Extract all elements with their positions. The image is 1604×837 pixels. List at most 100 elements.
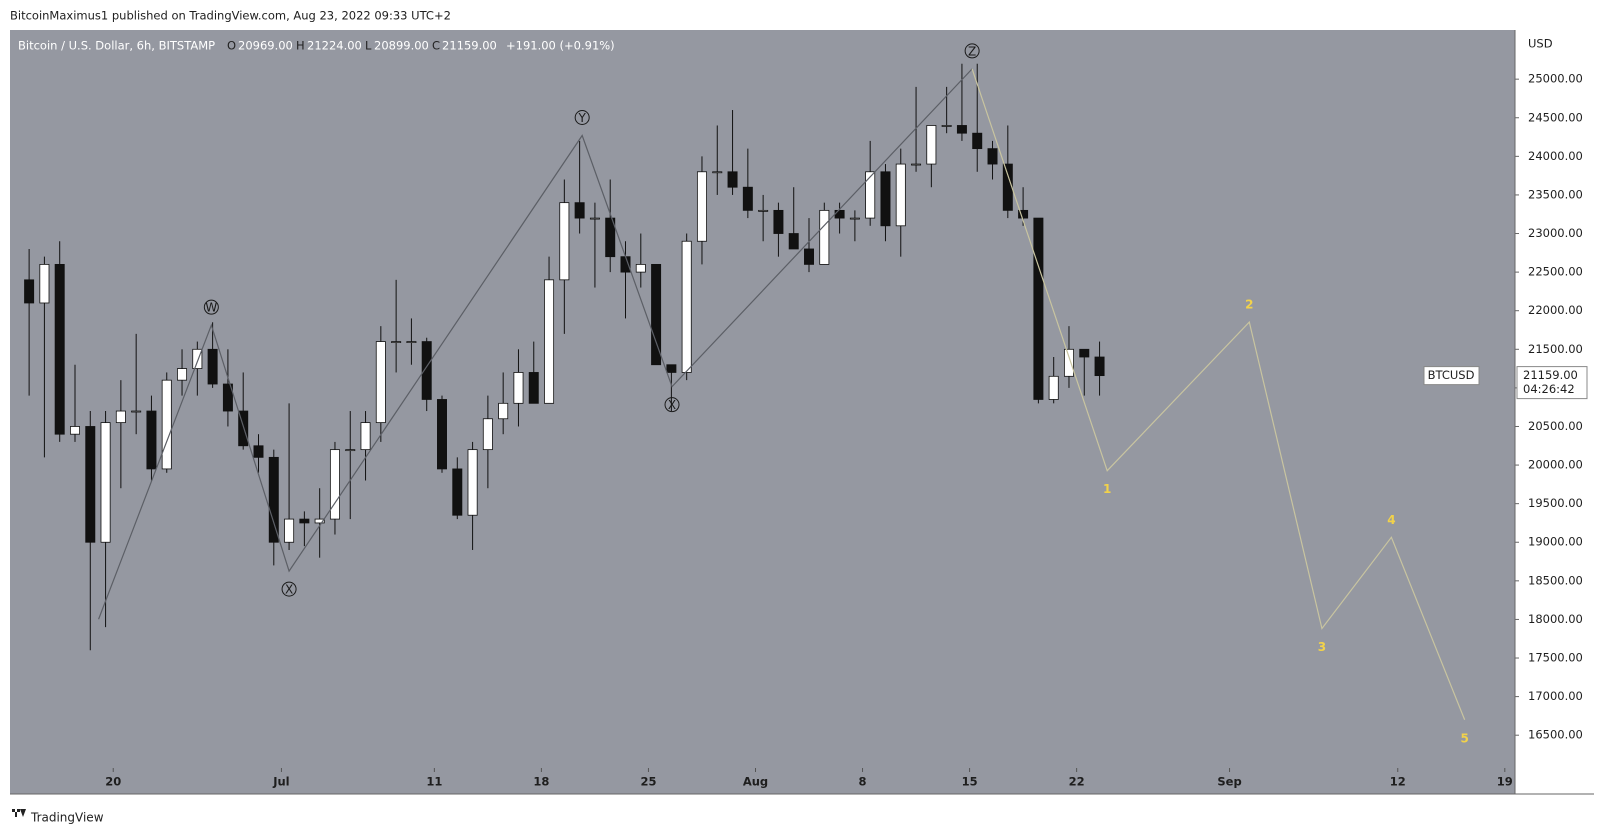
y-tick-label: 17500.00 [1528,651,1583,665]
candle-body [605,217,616,258]
candle-body [788,233,799,250]
legend-symbol: Bitcoin / U.S. Dollar, 6h, BITSTAMP [18,39,215,53]
candle-body [742,186,753,211]
x-axis-strip [10,768,1515,794]
wave-label: 3 [1318,640,1326,654]
wave-label: X [285,583,293,597]
candle-body [329,449,340,520]
candle-body [314,518,325,524]
candle-body [712,171,723,174]
candle-body [559,202,570,281]
candle-body [589,217,600,220]
candle-body [987,148,998,165]
candle-body [222,383,233,412]
candle-body [192,348,203,369]
x-tick-label: Sep [1217,775,1241,789]
candle-body [85,426,96,543]
x-tick-label: 8 [859,775,867,789]
candle-body [865,171,876,219]
x-tick-label: 12 [1390,775,1406,789]
wave-label: X [668,398,676,412]
candle-body [238,410,249,447]
candle-body [482,418,493,451]
symbol-tag-text: BTCUSD [1428,368,1475,382]
candle-body [177,368,188,381]
currency: USD [1528,37,1553,51]
candle-body [819,209,830,265]
x-tick-label: Jul [272,775,289,789]
wave-label: W [205,301,217,315]
o-value: 20969.00 [238,39,293,53]
candle-body [115,410,126,424]
candle-body [1048,375,1059,400]
candle-body [131,410,142,413]
y-tick-label: 20500.00 [1528,419,1583,433]
candle-body [253,445,264,458]
l-value: 20899.00 [374,39,429,53]
y-tick-label: 19500.00 [1528,496,1583,510]
candle-body [528,372,539,404]
c-value: 21159.00 [442,39,497,53]
y-tick-label: 18500.00 [1528,573,1583,587]
y-tick-label: 23000.00 [1528,226,1583,240]
candle-body [345,449,356,452]
symbol-tag [1423,366,1480,386]
y-tick-label: 20000.00 [1528,458,1583,472]
candle-body [161,379,172,470]
c-label: C [432,39,440,53]
candle-body [635,263,646,273]
wave-label: 2 [1245,298,1253,312]
x-tick-label: 25 [640,775,656,789]
y-tick-label: 24000.00 [1528,149,1583,163]
candle-body [773,209,784,234]
y-tick-label: 25000.00 [1528,72,1583,86]
y-tick-label: 23500.00 [1528,187,1583,201]
last-price: 21159.00 [1523,368,1578,382]
published-line: BitcoinMaximus1 published on TradingView… [10,9,451,23]
y-tick-label: 18000.00 [1528,612,1583,626]
candle-body [972,132,983,150]
y-tick-label: 16500.00 [1528,728,1583,742]
x-tick-label: 15 [962,775,978,789]
candle-body [498,402,509,420]
countdown: 04:26:42 [1523,382,1575,396]
candle-body [666,364,677,373]
candle-body [391,341,402,343]
candle-body [834,209,845,219]
y-tick-label: 17000.00 [1528,689,1583,703]
candle-body [880,171,891,227]
brand: TradingView [30,811,104,825]
candle-body [574,202,585,219]
candle-body [544,279,555,404]
wave-label: 5 [1460,731,1468,745]
candle-body [956,125,967,134]
candle-body [452,468,463,516]
candle-body [727,171,738,188]
y-tick-label: 19000.00 [1528,535,1583,549]
x-tick-label: 22 [1069,775,1085,789]
wave-line [98,68,973,620]
change: +191.00 (+0.91%) [506,39,615,53]
wave-label-circle [203,299,219,315]
candle-body [284,518,295,543]
candle-body [895,163,906,227]
candle-body [911,163,922,166]
candle-body [1094,356,1105,377]
wave-label-circle [281,581,297,597]
wave-label: Z [968,44,976,58]
h-label: H [296,39,305,53]
candle-body [1033,217,1044,400]
candle-body [849,217,860,220]
candle-body [1018,209,1029,219]
y-tick-label: 22500.00 [1528,265,1583,279]
wave-label: 1 [1103,482,1111,496]
candle-body [1002,163,1013,211]
candle-body [360,422,371,451]
x-tick-label: 11 [426,775,442,789]
candle-body [268,456,279,543]
plot-background [10,30,1515,768]
l-label: L [365,39,372,53]
candle-body [39,263,50,304]
candle-body [926,125,937,165]
